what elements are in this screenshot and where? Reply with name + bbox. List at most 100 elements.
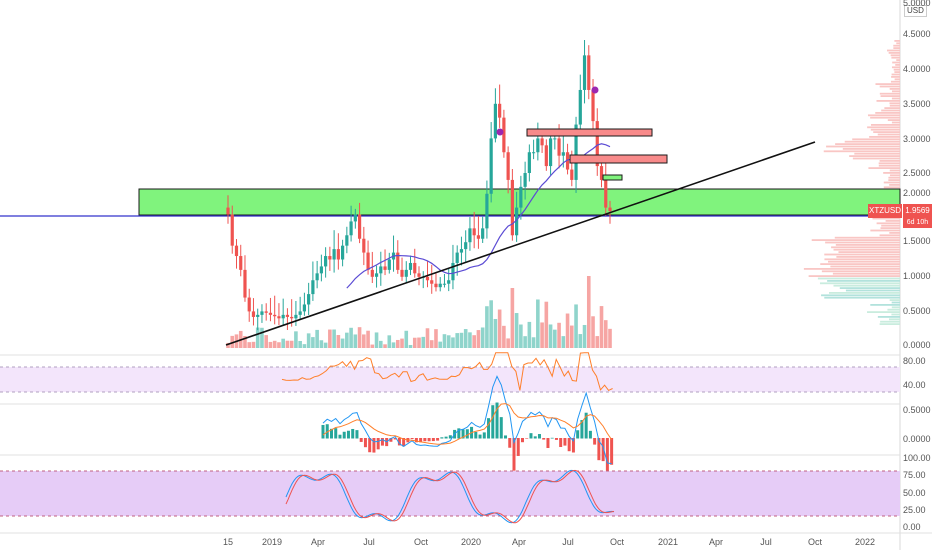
- volume-bar: [459, 332, 464, 348]
- volume-bar: [264, 335, 268, 348]
- volume-profile-bar: [821, 270, 900, 273]
- volume-profile-bar: [889, 88, 900, 90]
- candle-body: [515, 207, 519, 236]
- volume-bar: [446, 335, 451, 348]
- rsi-axis-label: 80.00: [903, 356, 926, 366]
- volume-bar: [323, 342, 328, 348]
- candle-body: [434, 283, 438, 288]
- volume-profile-bar: [877, 133, 900, 136]
- volume-bar: [599, 306, 604, 348]
- volume-profile-bar: [893, 68, 900, 71]
- candle-body: [591, 89, 595, 122]
- candle-body: [523, 173, 527, 187]
- volume-bar: [578, 334, 583, 348]
- candle-body: [247, 297, 251, 312]
- macd-histogram-bar: [525, 438, 529, 439]
- volume-profile-bar: [867, 126, 900, 129]
- volume-profile-bar: [891, 301, 900, 304]
- resistance-box-2[interactable]: [569, 154, 668, 164]
- volume-profile: [803, 40, 900, 325]
- volume-bar: [502, 325, 506, 348]
- volume-bar: [383, 344, 387, 348]
- candle-body: [404, 269, 408, 277]
- volume-bar: [370, 344, 375, 348]
- small-green-box[interactable]: [602, 174, 623, 181]
- macd-histogram-bar: [580, 420, 584, 439]
- volume-profile-bar: [849, 155, 900, 157]
- volume-bar: [306, 333, 311, 348]
- macd-histogram-bar: [516, 438, 520, 456]
- macd-axis-label: 0.5000: [903, 405, 931, 415]
- time-axis-label: 2019: [261, 537, 283, 547]
- volume-profile-bar: [895, 64, 900, 66]
- resistance-box-1[interactable]: [526, 128, 653, 137]
- macd-histogram-bar: [414, 438, 418, 443]
- volume-bar: [544, 301, 549, 348]
- volume-profile-bar: [870, 229, 900, 232]
- candle-body: [273, 314, 277, 317]
- currency-label[interactable]: USD: [904, 5, 927, 17]
- macd-histogram-bar: [389, 438, 393, 442]
- volume-bar: [272, 340, 277, 348]
- time-axis-label: Apr: [310, 537, 326, 547]
- macd-histogram-bar: [550, 437, 554, 439]
- macd-histogram-bar: [533, 436, 537, 439]
- macd-histogram-bar: [346, 430, 350, 439]
- volume-bar: [332, 329, 336, 348]
- candle-body: [243, 269, 247, 298]
- volume-bar: [540, 322, 544, 348]
- macd-histogram-bar: [368, 438, 372, 453]
- volume-bar: [586, 276, 591, 348]
- candle-body: [332, 249, 336, 260]
- volume-profile-bar: [894, 78, 900, 81]
- macd-histogram-bar: [436, 438, 440, 441]
- volume-profile-bar: [825, 241, 900, 244]
- volume-profile-bar: [891, 56, 900, 59]
- volume-profile-bar: [883, 172, 900, 174]
- price-axis-label: 0.0000: [903, 340, 931, 350]
- candle-body: [379, 266, 383, 274]
- volume-profile-bar: [832, 272, 900, 275]
- macd-histogram-bar: [351, 428, 355, 439]
- macd-histogram-bar: [423, 438, 427, 442]
- volume-bar: [387, 335, 392, 348]
- marker-dot-2: [591, 86, 599, 94]
- volume-bar: [425, 328, 430, 348]
- macd-histogram-bar: [457, 428, 461, 439]
- candle-body: [239, 256, 243, 270]
- volume-profile-bar: [893, 44, 900, 47]
- price-axis-label: 4.0000: [903, 64, 931, 74]
- trendline[interactable]: [225, 141, 816, 346]
- volume-bar: [251, 341, 256, 348]
- volume-profile-bar: [879, 92, 900, 95]
- volume-profile-bar: [831, 246, 900, 249]
- candle-body: [396, 252, 400, 270]
- volume-profile-bar: [881, 109, 900, 112]
- macd-histogram-bar: [355, 430, 359, 439]
- volume-profile-bar: [888, 179, 900, 181]
- volume-profile-bar: [875, 83, 900, 85]
- volume-profile-bar: [878, 162, 900, 165]
- volume-bar: [519, 324, 523, 348]
- volume-bar: [536, 299, 540, 348]
- candle-body: [455, 252, 459, 263]
- symbol-tag: XTZUSD: [868, 204, 902, 218]
- candle-body: [251, 311, 256, 317]
- volume-profile-bar: [889, 174, 900, 177]
- volume-profile-bar: [867, 311, 900, 313]
- marker-dot-1: [496, 128, 504, 136]
- candle-body: [277, 316, 281, 319]
- volume-profile-bar: [879, 160, 900, 162]
- volume-bar: [489, 300, 493, 348]
- volume-bar: [268, 341, 273, 348]
- stoch-axis-label: 75.00: [903, 470, 926, 480]
- macd-signal-line: [322, 403, 613, 445]
- volume-bar: [417, 337, 421, 348]
- price-axis-label: 0.5000: [903, 306, 931, 316]
- volume-bar: [421, 336, 426, 348]
- candle-body: [540, 138, 544, 146]
- volume-bar: [603, 320, 608, 348]
- volume-bar: [362, 334, 366, 348]
- volume-profile-bar: [891, 66, 900, 69]
